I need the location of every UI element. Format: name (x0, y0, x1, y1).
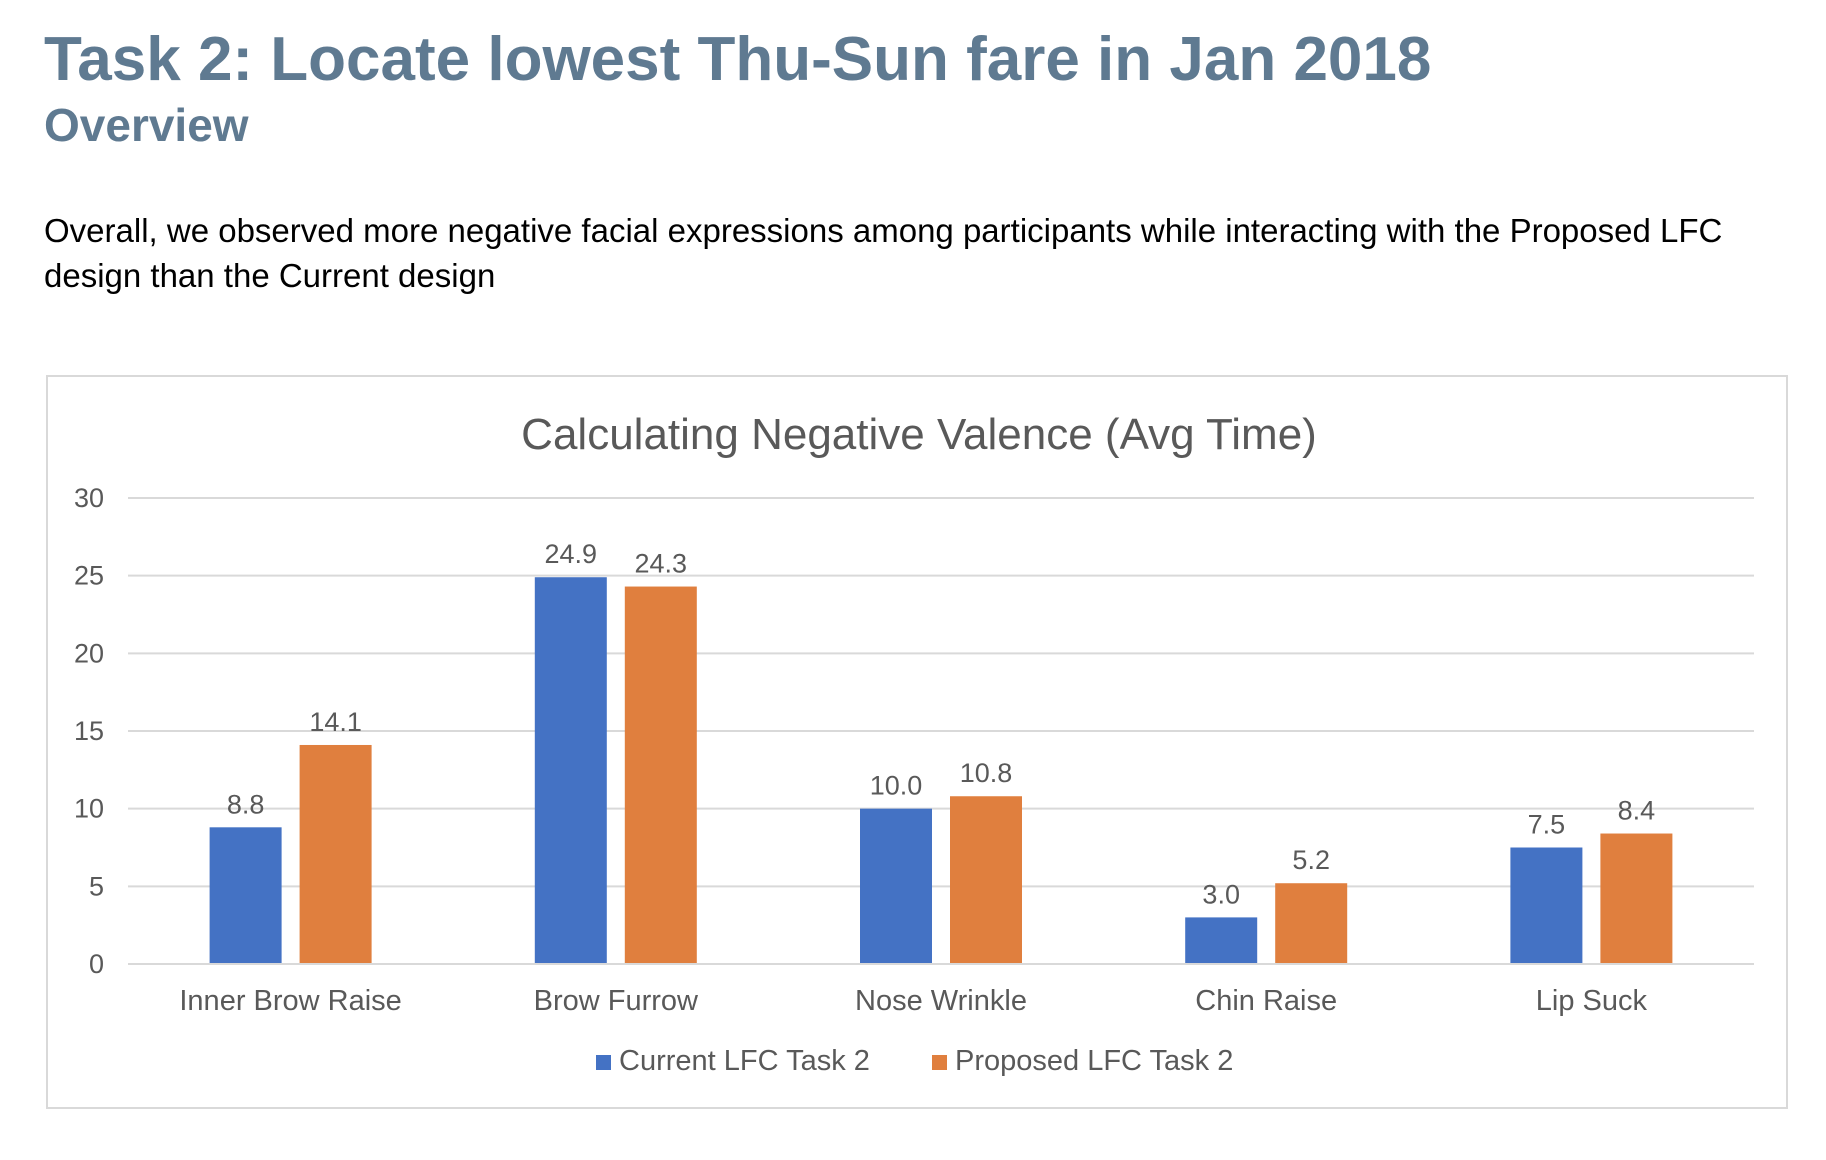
bar-proposed (624, 586, 697, 964)
y-tick-label: 5 (89, 871, 104, 901)
summary-text: Overall, we observed more negative facia… (44, 212, 1723, 294)
page-subtitle: Overview (44, 99, 249, 151)
y-tick-label: 10 (74, 794, 104, 824)
x-tick-label: Lip Suck (1536, 985, 1648, 1017)
bar-current (534, 577, 607, 964)
bar-proposed (1600, 833, 1673, 964)
data-label: 24.3 (635, 549, 688, 579)
legend-swatch-proposed (932, 1055, 947, 1070)
legend-label: Current LFC Task 2 (619, 1045, 870, 1077)
legend-label: Proposed LFC Task 2 (955, 1045, 1233, 1077)
y-tick-label: 0 (89, 949, 104, 979)
x-tick-label: Chin Raise (1195, 985, 1337, 1017)
bar-current (860, 808, 932, 964)
data-label: 10.8 (960, 758, 1013, 788)
x-tick-label: Inner Brow Raise (179, 985, 401, 1017)
bar-proposed (1275, 883, 1348, 964)
data-label: 8.8 (227, 789, 265, 819)
data-label: 8.4 (1618, 796, 1656, 826)
bar-current (1510, 847, 1583, 964)
data-label: 24.9 (545, 539, 598, 569)
data-label: 7.5 (1528, 810, 1566, 840)
y-tick-label: 25 (74, 561, 104, 591)
bar-chart: Calculating Negative Valence (Avg Time) 0… (74, 410, 1754, 1077)
chart-frame: Calculating Negative Valence (Avg Time) 0… (46, 375, 1788, 1109)
bar-current (1185, 917, 1258, 964)
legend-swatch-current (596, 1055, 611, 1070)
chart-title: Calculating Negative Valence (Avg Time) (521, 410, 1317, 459)
y-tick-label: 15 (74, 716, 104, 746)
bar-proposed (299, 744, 372, 964)
data-label: 10.0 (870, 771, 923, 801)
data-label: 3.0 (1202, 879, 1240, 909)
page-title: Task 2: Locate lowest Thu-Sun fare in Ja… (44, 25, 1432, 94)
y-tick-label: 20 (74, 638, 104, 668)
data-label: 5.2 (1292, 845, 1330, 875)
x-tick-label: Brow Furrow (534, 985, 699, 1017)
bar-current (209, 827, 282, 964)
y-tick-label: 30 (74, 483, 104, 513)
x-tick-label: Nose Wrinkle (855, 985, 1027, 1017)
data-label: 14.1 (309, 707, 362, 737)
bar-proposed (950, 796, 1022, 964)
